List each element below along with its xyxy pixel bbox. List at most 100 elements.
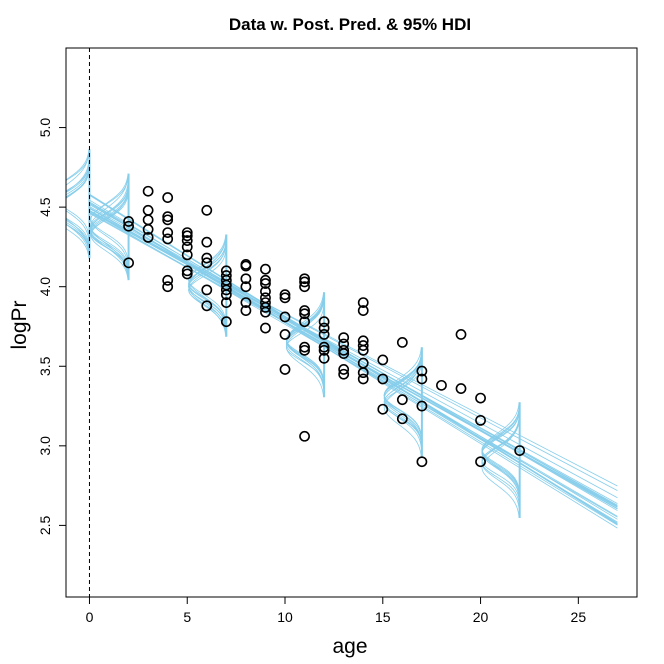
x-axis-title: age xyxy=(332,635,367,658)
x-tick-label: 5 xyxy=(183,609,191,625)
posterior-line xyxy=(89,213,618,508)
data-point xyxy=(181,230,193,242)
data-point xyxy=(260,278,271,289)
data-point xyxy=(201,300,213,312)
posterior-line xyxy=(89,194,618,524)
predictive-density-curve xyxy=(188,250,227,331)
posterior-predictive-layer xyxy=(66,48,618,597)
data-point xyxy=(162,211,174,223)
data-point xyxy=(201,257,213,269)
data-point xyxy=(396,336,408,348)
axes: 0 5 10 15 20 25 2.5 3.0 3.5 4.0 4.5 5.0 xyxy=(37,118,586,625)
predictive-density-curve xyxy=(383,359,422,444)
data-point xyxy=(142,214,154,226)
data-point xyxy=(123,220,134,232)
y-tick-label: 4.5 xyxy=(37,197,53,217)
data-point xyxy=(220,289,232,301)
data-point xyxy=(260,263,271,275)
data-point xyxy=(455,329,467,340)
data-point xyxy=(162,227,174,238)
data-point xyxy=(318,316,330,328)
x-tick-label: 15 xyxy=(375,609,391,625)
x-tick-label: 25 xyxy=(571,609,587,625)
predictive-density-curve xyxy=(66,167,90,250)
data-point xyxy=(396,394,408,406)
data-point xyxy=(396,413,408,425)
data-point xyxy=(338,364,350,375)
data-point xyxy=(279,329,291,340)
predictive-density-curve xyxy=(66,163,90,246)
data-point xyxy=(357,340,369,351)
data-point xyxy=(142,231,154,243)
predictive-density-curve xyxy=(66,169,90,252)
predictive-density-curve xyxy=(66,171,90,251)
data-point xyxy=(162,281,174,293)
y-axis-title: logPr xyxy=(8,300,31,349)
data-point xyxy=(181,235,193,246)
predictive-density-curve xyxy=(285,307,324,387)
data-point xyxy=(357,367,369,379)
data-point xyxy=(436,379,447,391)
data-point xyxy=(260,306,271,318)
data-point xyxy=(279,289,291,301)
data-point xyxy=(123,257,134,269)
y-tick-label: 3.5 xyxy=(37,356,53,376)
data-point xyxy=(299,341,310,353)
data-point xyxy=(338,332,350,344)
data-point xyxy=(162,192,174,203)
plot-frame xyxy=(65,47,638,598)
data-point xyxy=(475,456,486,468)
data-point xyxy=(318,322,330,334)
data-point xyxy=(416,365,428,377)
data-point xyxy=(416,373,428,385)
data-point xyxy=(514,445,526,456)
data-point xyxy=(279,311,291,323)
data-point xyxy=(220,316,232,328)
data-point xyxy=(416,400,428,412)
data-point xyxy=(181,265,193,277)
data-point xyxy=(240,297,252,309)
y-tick-label: 4.0 xyxy=(37,277,53,297)
predictive-density-curve xyxy=(188,237,227,322)
posterior-line xyxy=(89,210,618,491)
data-point xyxy=(279,292,291,304)
data-points xyxy=(123,185,526,468)
data-point xyxy=(299,273,310,285)
data-point xyxy=(181,249,193,261)
data-point xyxy=(162,233,174,245)
data-point xyxy=(338,348,350,359)
posterior-line xyxy=(89,210,618,499)
data-point xyxy=(142,185,154,197)
predictive-density-curve xyxy=(66,165,90,248)
data-point xyxy=(475,392,486,404)
predictive-density-curve xyxy=(66,160,90,257)
data-point xyxy=(201,204,213,216)
data-point xyxy=(201,284,213,296)
data-point xyxy=(377,373,389,385)
posterior-line xyxy=(89,210,618,518)
x-tick-label: 10 xyxy=(277,609,293,625)
data-point xyxy=(318,344,330,356)
y-tick-label: 5.0 xyxy=(37,118,53,138)
data-point xyxy=(240,260,252,272)
data-point xyxy=(240,281,252,293)
data-point xyxy=(181,227,193,238)
predictive-density-curve xyxy=(383,347,422,444)
data-point xyxy=(299,430,310,442)
data-point xyxy=(299,316,310,328)
data-point xyxy=(181,268,193,280)
data-point xyxy=(318,352,330,364)
data-point xyxy=(240,305,252,316)
x-tick-label: 20 xyxy=(473,609,489,625)
data-point xyxy=(299,276,310,288)
predictive-density-curve xyxy=(383,363,422,444)
data-point xyxy=(123,216,134,227)
data-point xyxy=(377,403,389,415)
data-point xyxy=(475,414,486,426)
data-point xyxy=(299,305,310,316)
data-point xyxy=(142,204,154,216)
data-point xyxy=(201,236,213,248)
data-point xyxy=(260,274,271,286)
data-point xyxy=(357,305,369,316)
